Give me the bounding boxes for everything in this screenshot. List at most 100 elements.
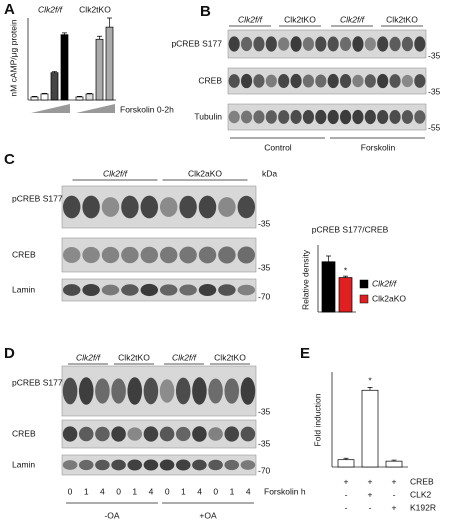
lane-label: 4 <box>246 486 251 496</box>
blot-band <box>143 426 159 442</box>
bar <box>75 96 84 101</box>
error-bar <box>32 96 37 97</box>
group-label: Clk2tKO <box>386 14 418 24</box>
error-bar <box>52 71 57 73</box>
blot-band <box>290 110 302 124</box>
condition-label: -OA <box>104 510 119 520</box>
condition-label: Forskolin <box>361 142 396 152</box>
blot-band <box>253 74 265 88</box>
error-bar <box>77 96 82 97</box>
kda-marker: -35 <box>258 406 271 416</box>
blot-band <box>352 36 364 52</box>
blot-band <box>278 110 290 124</box>
kda-marker: -35 <box>258 218 271 228</box>
blot-band <box>228 74 240 88</box>
blot-band <box>62 195 81 219</box>
group-label: Clk2tKO <box>118 352 150 362</box>
blot-strip <box>61 365 257 417</box>
bar <box>85 93 94 101</box>
group-label: Clk2f/f <box>38 4 64 14</box>
table-cell: - <box>345 502 348 512</box>
blot-band <box>78 459 94 471</box>
error-bar <box>343 275 348 278</box>
chart-title: pCREB S177/CREB <box>312 224 389 234</box>
group-label: Clk2f/f <box>238 14 264 24</box>
blot-band <box>290 73 302 89</box>
blot-band <box>179 284 197 296</box>
blot-band <box>159 459 175 471</box>
error-bar <box>62 32 67 35</box>
kda-marker: -35 <box>428 86 441 96</box>
blot-band <box>377 73 389 89</box>
table-cell: + <box>368 489 373 499</box>
blot-band <box>327 36 339 52</box>
blot-band <box>352 74 364 88</box>
error-bar <box>42 92 47 94</box>
blot-band <box>218 284 236 296</box>
lane-title: Forskolin h <box>264 486 306 496</box>
lane-label: 0 <box>68 486 73 496</box>
row-label: CREB <box>198 75 222 85</box>
blot-band <box>265 74 277 88</box>
lane-label: 4 <box>197 486 202 496</box>
blot-band <box>111 426 126 442</box>
kda-marker: -35 <box>258 438 271 448</box>
blot-band <box>140 246 159 264</box>
legend-label: Clk2f/f <box>372 278 398 288</box>
kda-unit: kDa <box>262 168 277 178</box>
blot-band <box>302 37 315 51</box>
annotation: * <box>344 265 348 275</box>
blot-band <box>208 378 223 404</box>
blot-band <box>198 283 217 297</box>
y-axis-label: Relative density <box>300 249 310 310</box>
group-label: Clk2tKO <box>284 14 316 24</box>
group-label: Clk2f/f <box>103 168 129 178</box>
blot-band <box>62 284 81 296</box>
blot-band <box>389 36 401 52</box>
blot-band <box>315 36 327 52</box>
table-cell: + <box>368 476 373 486</box>
blot-band <box>339 109 352 125</box>
blot-band <box>290 36 302 52</box>
blot-band <box>327 73 339 89</box>
blot-band <box>62 377 78 405</box>
blot-band <box>224 459 240 471</box>
blot-band <box>179 246 197 264</box>
row-label: Lamin <box>12 459 35 469</box>
blot-band <box>401 36 414 52</box>
bar <box>105 26 114 101</box>
table-cell: - <box>369 502 372 512</box>
bar <box>60 34 69 101</box>
blot-band <box>224 426 240 442</box>
blot-band <box>101 284 120 296</box>
blot-band <box>327 109 339 125</box>
y-axis-label: Fold induction <box>312 393 322 446</box>
blot-band <box>62 426 78 442</box>
row-label: Tubulin <box>194 111 222 121</box>
blot-band <box>218 246 236 264</box>
blot-band <box>192 426 207 442</box>
row-label: CREB <box>12 428 36 438</box>
error-bar <box>326 255 331 262</box>
blot-band <box>127 377 143 405</box>
blot-band <box>62 246 81 264</box>
blot-band <box>95 378 110 404</box>
x-axis-label: Forskolin 0-2h <box>120 104 174 114</box>
blot-band <box>237 284 256 296</box>
panel-letter: C <box>4 151 15 168</box>
bar <box>338 277 353 313</box>
blot-band <box>218 197 236 217</box>
table-cell: + <box>392 476 397 486</box>
blot-band <box>127 459 143 471</box>
blot-band <box>401 74 414 88</box>
legend-label: Clk2aKO <box>372 293 406 303</box>
blot-band <box>364 37 376 51</box>
panel-letter: B <box>200 3 211 20</box>
blot-band <box>302 74 315 88</box>
group-label: Clk2f/f <box>340 14 366 24</box>
blot-band <box>192 459 207 471</box>
group-label: Clk2aKO <box>188 168 222 178</box>
blot-band <box>159 284 178 296</box>
row-label: Lamin <box>12 284 35 294</box>
group-label: Clk2f/f <box>172 352 198 362</box>
